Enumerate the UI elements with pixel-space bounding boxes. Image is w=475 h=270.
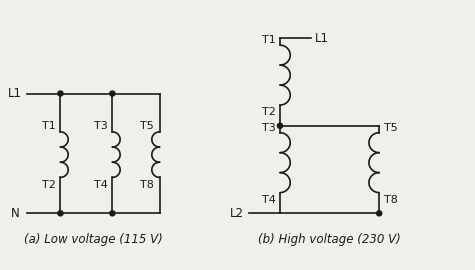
Text: (a) Low voltage (115 V): (a) Low voltage (115 V) — [24, 233, 163, 246]
Text: T3: T3 — [262, 123, 276, 133]
Text: T5: T5 — [140, 121, 153, 131]
Text: T1: T1 — [42, 121, 56, 131]
Text: L1: L1 — [314, 32, 329, 45]
Text: T4: T4 — [95, 180, 108, 190]
Circle shape — [110, 91, 115, 96]
Text: T8: T8 — [384, 195, 398, 205]
Circle shape — [58, 91, 63, 96]
Text: T2: T2 — [262, 107, 276, 117]
Text: L2: L2 — [229, 207, 244, 220]
Text: T1: T1 — [262, 35, 276, 45]
Text: T5: T5 — [384, 123, 398, 133]
Text: T3: T3 — [95, 121, 108, 131]
Circle shape — [58, 211, 63, 216]
Circle shape — [277, 123, 283, 128]
Circle shape — [377, 211, 382, 216]
Text: (b) High voltage (230 V): (b) High voltage (230 V) — [258, 233, 401, 246]
Text: N: N — [11, 207, 19, 220]
Text: L1: L1 — [8, 87, 21, 100]
Text: T2: T2 — [42, 180, 57, 190]
Text: T4: T4 — [262, 195, 276, 205]
Circle shape — [110, 211, 115, 216]
Text: T8: T8 — [140, 180, 153, 190]
